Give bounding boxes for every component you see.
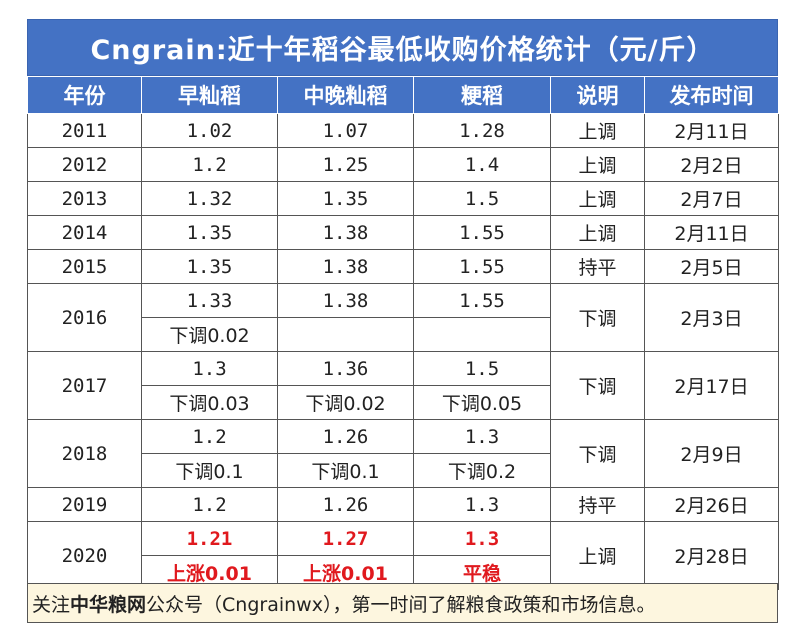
early-price-cell: 1.32 (141, 181, 278, 216)
mid-change-cell (277, 317, 414, 352)
japonica-price-cell: 1.3 (413, 419, 551, 454)
date-cell: 2月11日 (644, 113, 779, 148)
japonica-price-cell: 1.5 (413, 351, 551, 386)
mid-price-cell: 1.25 (277, 147, 414, 182)
date-cell: 2月5日 (644, 249, 779, 284)
table-row: 2011 1.02 1.07 1.28 上调 2月11日 (27, 113, 779, 148)
mid-price-cell: 1.26 (277, 419, 414, 454)
note-cell: 持平 (550, 249, 645, 284)
note-cell: 上调 (550, 181, 645, 216)
date-cell: 2月26日 (644, 487, 779, 522)
early-price-cell: 1.2 (141, 419, 278, 454)
mid-price-cell: 1.38 (277, 283, 414, 318)
change-row: 下调0.1 下调0.1 下调0.2 (28, 453, 779, 488)
japonica-price-cell: 1.3 (413, 487, 551, 522)
footer-note: 关注 中华粮网 公众号（Cngrainwx），第一时间了解粮食政策和市场信息。 (27, 583, 778, 623)
early-price-cell: 1.35 (141, 215, 278, 250)
year-cell: 2016 (27, 283, 142, 352)
note-cell: 上调 (550, 215, 645, 250)
header-year: 年份 (27, 76, 142, 114)
note-cell: 下调 (550, 283, 645, 352)
mid-price-cell: 1.36 (277, 351, 414, 386)
japonica-price-cell: 1.4 (413, 147, 551, 182)
header-note: 说明 (550, 76, 645, 114)
year-cell: 2015 (27, 249, 142, 284)
footer-suffix: 公众号（Cngrainwx），第一时间了解粮食政策和市场信息。 (146, 593, 656, 616)
table-row: 2015 1.35 1.38 1.55 持平 2月5日 (27, 249, 779, 284)
date-cell: 2月3日 (644, 283, 779, 352)
table-row: 2016 1.33 1.38 1.55 下调 2月3日 (27, 283, 779, 352)
price-table-container: Cngrain:近十年稻谷最低收购价格统计（元/斤） 年份 早籼稻 中晚籼稻 粳… (27, 19, 779, 590)
mid-price-cell: 1.26 (277, 487, 414, 522)
mid-change-cell: 下调0.02 (277, 385, 414, 420)
note-cell: 上调 (550, 521, 645, 590)
early-price-cell: 1.33 (141, 283, 278, 318)
price-table: 年份 早籼稻 中晚籼稻 粳稻 说明 发布时间 2011 1.02 1.07 1.… (27, 76, 779, 590)
early-change-cell: 下调0.02 (141, 317, 278, 352)
mid-price-cell: 1.07 (277, 113, 414, 148)
header-row: 年份 早籼稻 中晚籼稻 粳稻 说明 发布时间 (27, 76, 779, 114)
note-cell: 上调 (550, 147, 645, 182)
note-cell: 下调 (550, 351, 645, 420)
japonica-price-cell: 1.5 (413, 181, 551, 216)
japonica-price-cell: 1.55 (413, 249, 551, 284)
date-cell: 2月17日 (644, 351, 779, 420)
header-early-indica: 早籼稻 (141, 76, 278, 114)
year-cell: 2014 (27, 215, 142, 250)
early-change-cell: 下调0.03 (141, 385, 278, 420)
early-price-cell: 1.02 (141, 113, 278, 148)
mid-price-cell: 1.38 (277, 249, 414, 284)
table-row: 2017 1.3 1.36 1.5 下调 2月17日 (27, 351, 779, 420)
japonica-price-cell: 1.3 (413, 521, 551, 556)
mid-price-cell: 1.35 (277, 181, 414, 216)
table-row: 2019 1.2 1.26 1.3 持平 2月26日 (27, 487, 779, 522)
date-cell: 2月11日 (644, 215, 779, 250)
year-cell: 2012 (27, 147, 142, 182)
table-row: 2013 1.32 1.35 1.5 上调 2月7日 (27, 181, 779, 216)
mid-price-cell: 1.27 (277, 521, 414, 556)
japonica-change-cell: 下调0.05 (413, 385, 551, 420)
table-row: 2012 1.2 1.25 1.4 上调 2月2日 (27, 147, 779, 182)
note-cell: 持平 (550, 487, 645, 522)
table-row: 2018 1.2 1.26 1.3 下调 2月9日 (27, 419, 779, 488)
japonica-price-cell: 1.28 (413, 113, 551, 148)
date-cell: 2月2日 (644, 147, 779, 182)
table-title: Cngrain:近十年稻谷最低收购价格统计（元/斤） (27, 19, 778, 76)
early-price-cell: 1.3 (141, 351, 278, 386)
table-row: 2020 1.21 1.27 1.3 上调 2月28日 (27, 521, 779, 590)
early-price-cell: 1.2 (141, 147, 278, 182)
year-cell: 2011 (27, 113, 142, 148)
early-price-cell: 1.2 (141, 487, 278, 522)
header-mid-late-indica: 中晚籼稻 (277, 76, 414, 114)
year-cell: 2020 (27, 521, 142, 590)
japonica-change-cell: 下调0.2 (413, 453, 551, 488)
footer-prefix: 关注 (32, 593, 71, 616)
early-price-cell: 1.35 (141, 249, 278, 284)
header-japonica: 粳稻 (413, 76, 551, 114)
date-cell: 2月9日 (644, 419, 779, 488)
table-row: 2014 1.35 1.38 1.55 上调 2月11日 (27, 215, 779, 250)
early-change-cell: 下调0.1 (141, 453, 278, 488)
year-cell: 2019 (27, 487, 142, 522)
early-price-cell: 1.21 (141, 521, 278, 556)
note-cell: 下调 (550, 419, 645, 488)
change-row: 下调0.03 下调0.02 下调0.05 (28, 385, 779, 420)
japonica-change-cell (413, 317, 551, 352)
date-cell: 2月7日 (644, 181, 779, 216)
japonica-price-cell: 1.55 (413, 215, 551, 250)
mid-price-cell: 1.38 (277, 215, 414, 250)
year-cell: 2017 (27, 351, 142, 420)
footer-brand: 中华粮网 (70, 593, 147, 616)
note-cell: 上调 (550, 113, 645, 148)
header-release-date: 发布时间 (644, 76, 779, 114)
japonica-price-cell: 1.55 (413, 283, 551, 318)
mid-change-cell: 下调0.1 (277, 453, 414, 488)
year-cell: 2013 (27, 181, 142, 216)
date-cell: 2月28日 (644, 521, 779, 590)
year-cell: 2018 (27, 419, 142, 488)
